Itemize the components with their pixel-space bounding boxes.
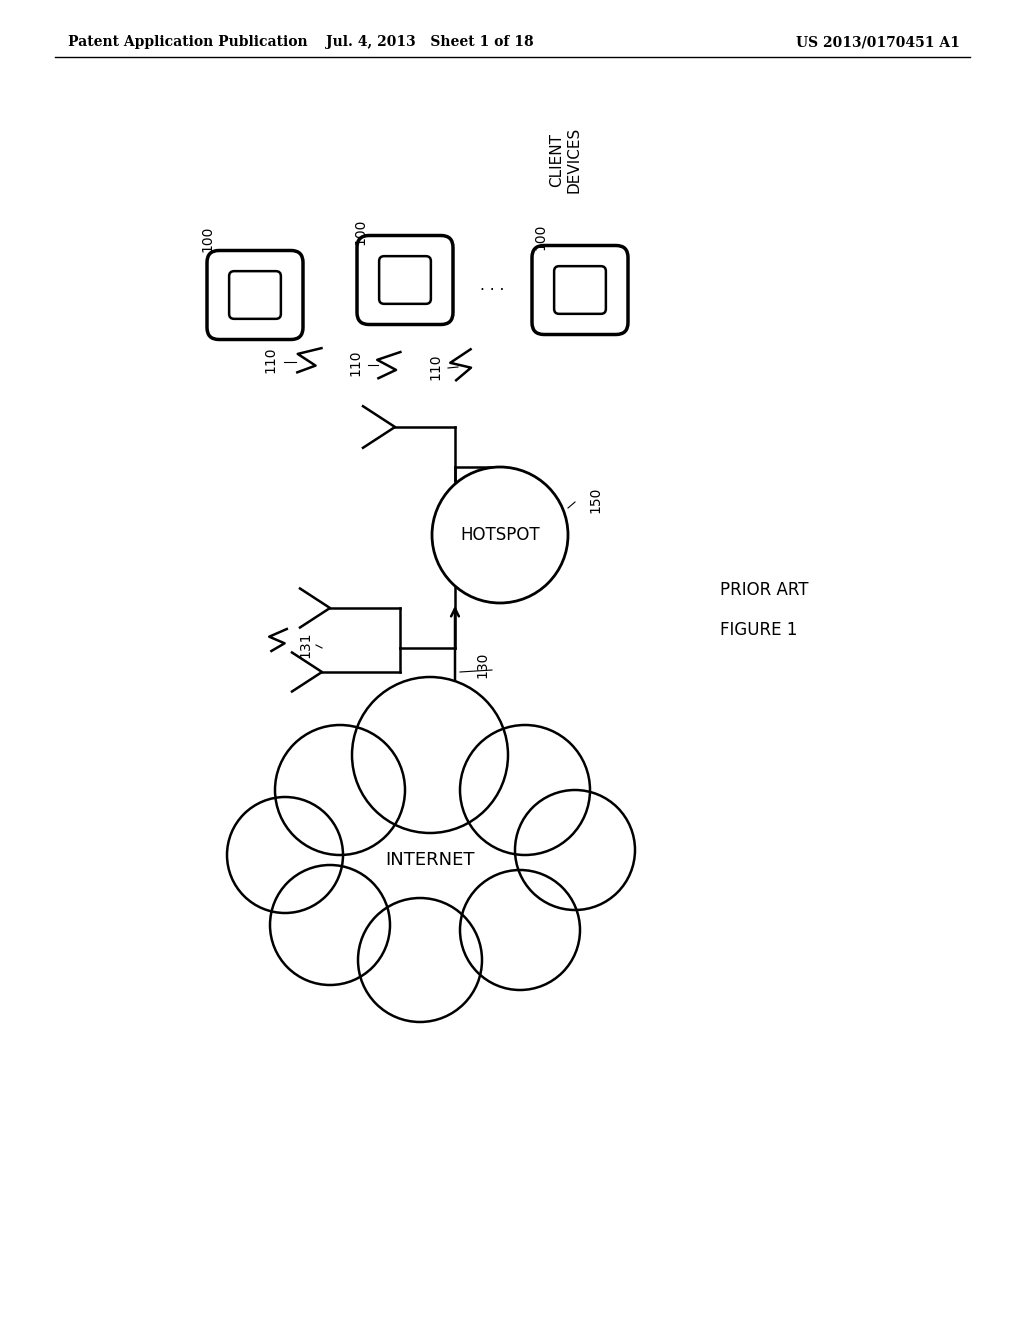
Circle shape: [460, 725, 590, 855]
Text: . . .: . . .: [480, 277, 504, 293]
Circle shape: [270, 865, 390, 985]
FancyBboxPatch shape: [229, 271, 281, 319]
Text: US 2013/0170451 A1: US 2013/0170451 A1: [796, 36, 961, 49]
Text: 130: 130: [475, 652, 489, 678]
FancyBboxPatch shape: [357, 235, 453, 325]
Text: INTERNET: INTERNET: [385, 851, 475, 869]
Circle shape: [432, 467, 568, 603]
Text: 100: 100: [534, 223, 547, 249]
Circle shape: [275, 725, 406, 855]
Text: 110: 110: [263, 347, 278, 374]
Text: 110: 110: [428, 354, 442, 380]
Text: PRIOR ART: PRIOR ART: [720, 581, 809, 599]
Circle shape: [227, 797, 343, 913]
Circle shape: [358, 898, 482, 1022]
FancyBboxPatch shape: [379, 256, 431, 304]
Text: 100: 100: [200, 226, 214, 252]
Text: 100: 100: [353, 219, 367, 246]
Text: FIGURE 1: FIGURE 1: [720, 620, 798, 639]
Text: HOTSPOT: HOTSPOT: [460, 525, 540, 544]
Text: CLIENT
DEVICES: CLIENT DEVICES: [549, 127, 582, 193]
Text: 110: 110: [348, 350, 362, 376]
FancyBboxPatch shape: [532, 246, 628, 334]
FancyBboxPatch shape: [207, 251, 303, 339]
Circle shape: [352, 677, 508, 833]
Text: 131: 131: [298, 632, 312, 659]
Text: 150: 150: [588, 487, 602, 513]
Text: Jul. 4, 2013   Sheet 1 of 18: Jul. 4, 2013 Sheet 1 of 18: [327, 36, 534, 49]
FancyBboxPatch shape: [554, 267, 606, 314]
Circle shape: [515, 789, 635, 909]
Text: Patent Application Publication: Patent Application Publication: [68, 36, 307, 49]
Text: 120: 120: [315, 939, 341, 952]
Circle shape: [460, 870, 580, 990]
